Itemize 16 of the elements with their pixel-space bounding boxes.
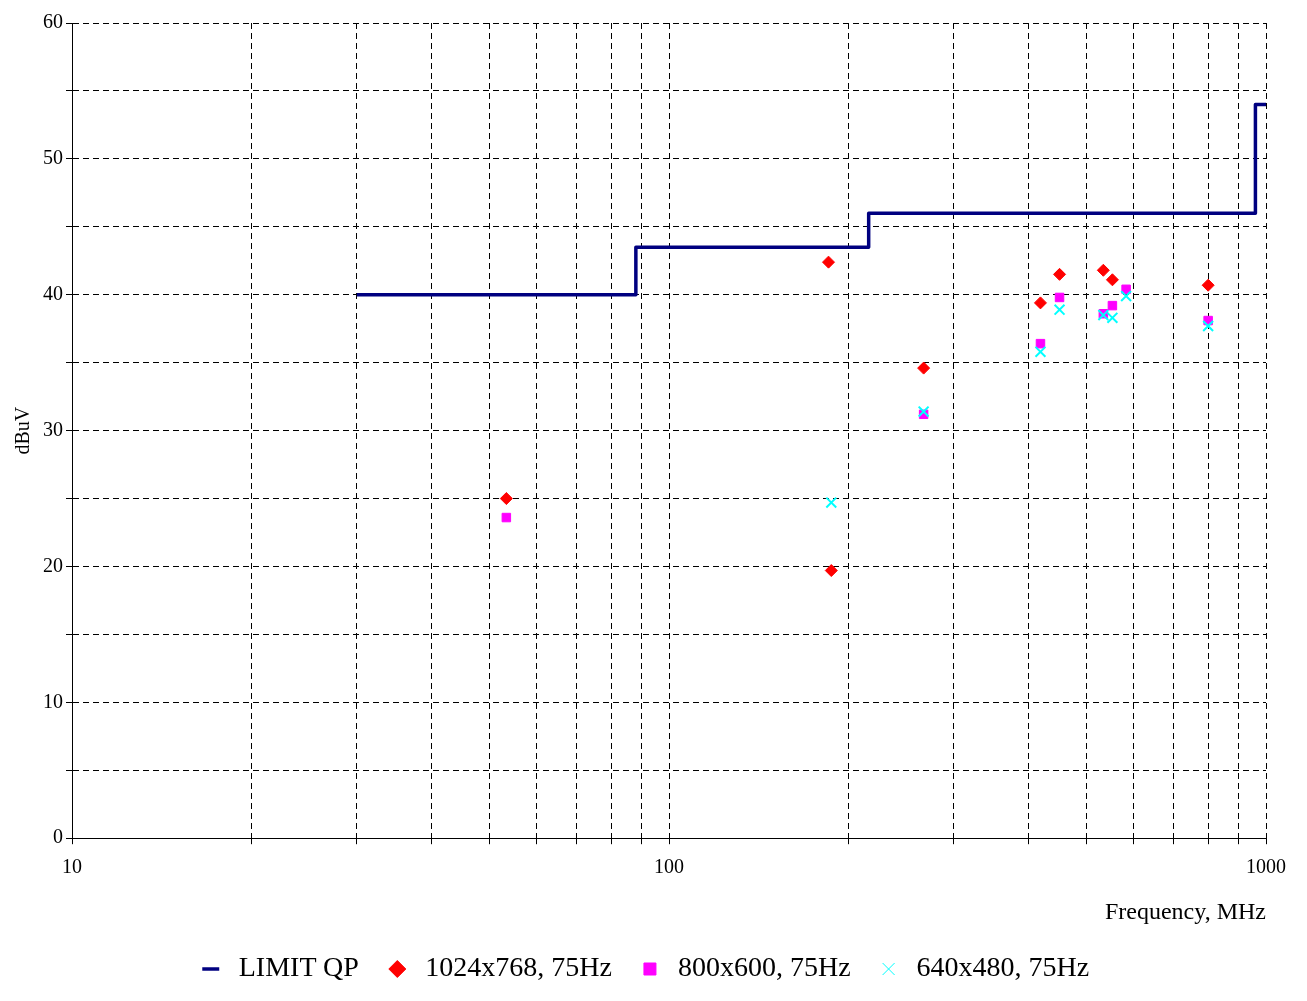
legend-label: 800x600, 75Hz [677,951,851,983]
y-tick-label: 60 [43,10,63,33]
y-tick-label: 0 [53,825,63,848]
legend-label: 1024x768, 75Hz [425,951,612,983]
legend-label: LIMIT QP [238,951,359,983]
y-tick-label: 40 [43,281,63,304]
x-tick-label: 100 [654,855,684,878]
y-tick-label: 50 [43,146,63,169]
x-axis-title: Frequency, MHz [1104,897,1266,924]
y-tick-label: 20 [43,553,63,576]
y-axis-title: dBuV [11,406,34,455]
y-tick-label: 30 [43,417,63,440]
x-tick-label: 1000 [1246,855,1286,878]
y-tick-label: 10 [43,689,63,712]
x-tick-label: 10 [62,855,82,878]
legend-label: 640x480, 75Hz [916,951,1090,983]
